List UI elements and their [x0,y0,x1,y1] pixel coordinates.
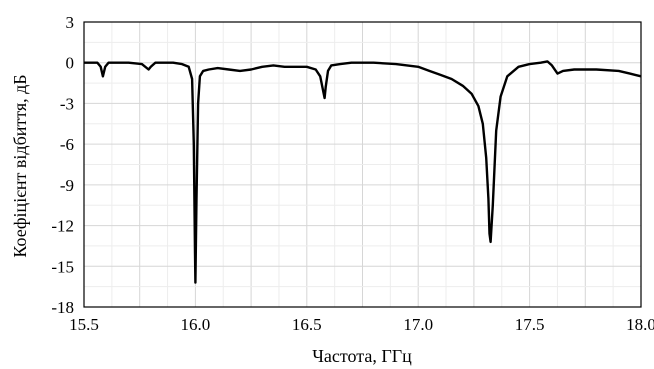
series-line [84,60,642,284]
y-axis-title: Коефіцієнт відбиття, дБ [10,74,30,257]
y-tick-label: -6 [60,135,74,154]
tick-labels: 15.5 16.0 16.5 17.0 17.5 18.0 3 0 -3 -6 -9 -12 -15 -1… [51,13,654,334]
y-tick-label: -18 [51,298,74,317]
y-tick-label: -3 [60,94,74,113]
y-tick-label: 3 [66,13,75,32]
x-tick-label: 18.0 [626,315,654,334]
y-tick-label: -12 [51,217,74,236]
y-tick-label: 0 [66,54,75,73]
plot-frame [83,21,642,308]
x-tick-label: 16.0 [181,315,211,334]
x-axis-title: Частота, ГГц [312,346,412,366]
y-tick-label: -9 [60,176,74,195]
x-tick-label: 17.5 [515,315,545,334]
x-tick-label: 16.5 [292,315,322,334]
x-tick-label: 17.0 [403,315,433,334]
y-tick-label: -15 [51,257,74,276]
gridlines [83,21,642,308]
x-tick-label: 15.5 [69,315,99,334]
